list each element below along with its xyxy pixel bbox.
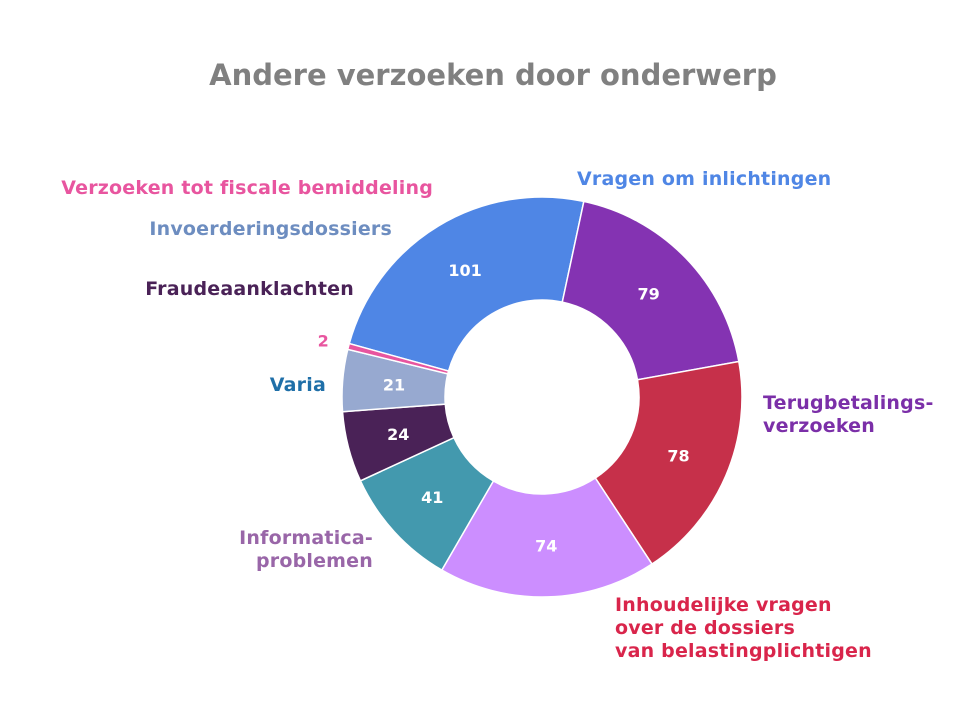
category-label: Vragen om inlichtingen [577,168,831,191]
category-label-line: over de dossiers [615,617,795,639]
slice-value-label: 101 [448,261,481,280]
slice-value-label: 21 [383,376,405,395]
category-label-line: Verzoeken tot fiscale bemiddeling [61,177,433,199]
donut-slice [594,360,743,566]
category-label-line: problemen [255,550,373,572]
slice-value-label: 74 [535,536,557,555]
category-label: Inhoudelijke vragen over de dossiers van b… [615,594,872,663]
category-label-line: Terugbetalings- [763,392,934,414]
category-label: Informatica-problemen [239,527,373,573]
category-label-line: Inhoudelijke vragen [615,594,832,616]
donut-slice [346,342,450,375]
category-label-line: Varia [269,374,326,396]
donut-slice [440,476,654,598]
slice-value-label: 41 [421,488,443,507]
chart-title: Andere verzoeken door onderwerp [209,58,777,92]
slice-value-label: 78 [667,447,689,466]
slice-value-label: 24 [387,425,409,444]
slice-value-label: 79 [638,285,660,304]
category-label-line: Fraudeaanklachten [145,278,354,300]
category-label: Invoerderingsdossiers [149,218,392,241]
category-label: Terugbetalings-verzoeken [763,392,934,438]
category-label-line: Vragen om inlichtingen [577,168,832,190]
category-label: Varia [270,374,326,397]
category-label-line: verzoeken [763,415,875,437]
category-label-line: van belastingplichtigen [615,640,872,662]
category-label: Fraudeaanklachten [145,278,354,301]
category-label: Verzoeken tot fiscale bemiddeling [61,177,433,200]
donut-slice [561,200,740,381]
slice-value-label: 2 [318,331,329,350]
category-label-line: Informatica- [239,527,373,549]
donut-slice [348,196,585,373]
category-label-line: Invoerderingsdossiers [149,218,392,240]
